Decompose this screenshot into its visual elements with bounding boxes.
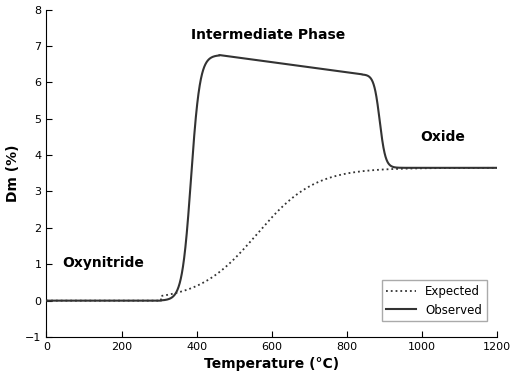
X-axis label: Temperature (°C): Temperature (°C) [204,357,340,371]
Y-axis label: Dm (%): Dm (%) [6,144,20,202]
Text: Oxide: Oxide [420,130,465,144]
Text: Oxynitride: Oxynitride [62,256,144,270]
Text: Intermediate Phase: Intermediate Phase [191,28,345,42]
Legend: Expected, Observed: Expected, Observed [382,280,487,321]
